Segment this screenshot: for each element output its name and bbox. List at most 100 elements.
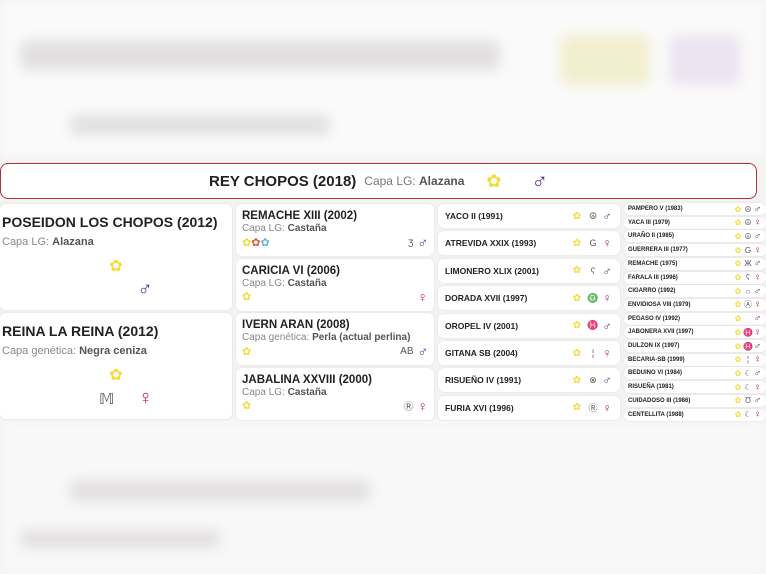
- brand-mark-icon: AB: [400, 345, 414, 357]
- pedigree-card[interactable]: FARALA III (1996) ✿ ʕ ♀: [624, 271, 766, 284]
- pedigree-card[interactable]: LIMONERO XLIX (2001) ✿ ʕ ♂: [438, 258, 620, 283]
- medal-icon: ✿: [242, 291, 252, 303]
- coat-label: Capa genética:: [2, 345, 76, 357]
- pedigree-card[interactable]: CIGARRO (1992) ✿ ○ ♂: [624, 285, 766, 298]
- pedigree-card[interactable]: OROPEL IV (2001) ✿ ♓ ♂: [438, 313, 620, 338]
- brand-mark-icon: Ⓡ: [403, 402, 414, 413]
- brand-mark-icon: G: [744, 245, 752, 255]
- horse-name: FARALA III (1996): [628, 274, 678, 281]
- pedigree-card[interactable]: BEDUINO VI (1984) ✿ ☾ ♂: [624, 367, 766, 380]
- pedigree-card[interactable]: JABONERA XVII (1997) ✿ ♓ ♀: [624, 326, 766, 339]
- blurred-footer-area: [0, 420, 766, 574]
- pedigree-card[interactable]: IVERN ARAN (2008) Capa genética: Perla (…: [236, 313, 434, 365]
- medal-icon: ✿: [242, 236, 252, 249]
- horse-name: YACO II (1991): [445, 211, 503, 221]
- medal-icon: ✿: [242, 345, 252, 358]
- brand-mark-icon: 𝕄: [99, 391, 115, 408]
- sex-icon: ♂: [417, 343, 429, 359]
- medal-icon: ✿: [486, 170, 502, 191]
- coat-value: Castaña: [287, 277, 327, 289]
- sex-icon: ♂: [753, 230, 762, 242]
- medal-icon: ✿: [734, 204, 742, 214]
- horse-name: GITANA SB (2004): [445, 348, 518, 358]
- medal-icon: ✿: [572, 237, 582, 249]
- medal-icon: ✿: [734, 218, 742, 228]
- sex-icon: ♂: [753, 258, 762, 270]
- subject-horse-header[interactable]: REY CHOPOS (2018) Capa LG: Alazana ✿ ♂: [0, 163, 757, 199]
- coat-value: Negra ceniza: [79, 345, 147, 357]
- pedigree-card[interactable]: RISUEÑA (1981) ✿ ☾ ♀: [624, 381, 766, 394]
- sex-icon: ♀: [602, 346, 612, 360]
- pedigree-card[interactable]: REMACHE (1975) ✿ Ж ♂: [624, 257, 766, 270]
- sex-icon: ♀: [602, 291, 612, 306]
- horse-name: REMACHE (1975): [628, 260, 678, 267]
- sex-icon: ♂: [417, 234, 429, 250]
- brand-mark-icon: Ⓡ: [588, 403, 598, 414]
- pedigree-card[interactable]: URAÑO II (1985) ✿ ☮ ♂: [624, 230, 766, 243]
- pedigree-card[interactable]: RISUEÑO IV (1991) ✿ ⊗ ♂: [438, 368, 620, 393]
- pedigree-card[interactable]: DORADA XVII (1997) ✿ ♎ ♀: [438, 286, 620, 311]
- sex-icon: ♀: [753, 299, 762, 311]
- coat-label: Capa LG:: [364, 174, 416, 188]
- sex-icon: ♂: [753, 313, 762, 325]
- pedigree-card[interactable]: REINA LA REINA (2012) Capa genética: Neg…: [0, 313, 232, 419]
- sex-icon: ♀: [602, 236, 612, 251]
- coat-label: Capa LG:: [242, 223, 285, 234]
- pedigree-card[interactable]: ATREVIDA XXIX (1993) ✿ G ♀: [438, 231, 620, 256]
- brand-mark-icon: ☮: [744, 204, 752, 214]
- pedigree-card[interactable]: GUERRERA III (1977) ✿ G ♀: [624, 244, 766, 257]
- pedigree-card[interactable]: PEGASO IV (1992) ✿ ♂: [624, 312, 766, 325]
- sex-icon: ♀: [753, 244, 762, 256]
- brand-mark-icon: ☾: [744, 382, 752, 392]
- medal-icon: ✿: [734, 327, 742, 337]
- subject-name: REY CHOPOS (2018): [209, 172, 357, 190]
- brand-mark-icon: ☮: [744, 231, 752, 241]
- medal-icon: ✿: [734, 245, 742, 255]
- horse-name: PEGASO IV (1992): [628, 315, 681, 322]
- horse-name: JABONERA XVII (1997): [628, 329, 694, 336]
- horse-name: URAÑO II (1985): [628, 233, 675, 240]
- blurred-header-area: [0, 0, 766, 158]
- medal-icon: ✿: [734, 355, 742, 365]
- sex-icon: ♀: [602, 400, 612, 415]
- pedigree-card[interactable]: ENVIDIOSA VIII (1979) ✿ Ⓐ ♀: [624, 298, 766, 311]
- pedigree-card[interactable]: YACA III (1979) ✿ ☮ ♀: [624, 216, 766, 229]
- coat-label: Capa LG:: [2, 236, 50, 248]
- pedigree-card[interactable]: FURIA XVI (1996) ✿ Ⓡ ♀: [438, 395, 620, 420]
- medal-icon: ✿: [734, 368, 742, 378]
- medal-icon: ✿: [734, 382, 742, 392]
- pedigree-card[interactable]: REMACHE XIII (2002) Capa LG: Castaña ✿ ✿ ✿…: [236, 204, 434, 256]
- pedigree-card[interactable]: CUIDADOSO III (1986) ✿ Ʊ ♂: [624, 394, 766, 407]
- brand-mark-icon: ʒ: [408, 236, 414, 248]
- sex-icon: ♂: [753, 395, 762, 407]
- pedigree-card[interactable]: POSEIDON LOS CHOPOS (2012) Capa LG: Alaz…: [0, 204, 232, 310]
- horse-name: ATREVIDA XXIX (1993): [445, 238, 537, 249]
- sex-icon: ♂: [602, 373, 612, 388]
- brand-mark-icon: Ж: [744, 259, 752, 269]
- pedigree-card[interactable]: YACO II (1991) ✿ ☮ ♂: [438, 204, 620, 228]
- brand-mark-icon: G: [589, 238, 597, 249]
- pedigree-card[interactable]: CENTELLITA (1988) ✿ ☾ ♀: [624, 408, 766, 421]
- medal-icon: ✿: [572, 320, 582, 332]
- medal-icon: ✿: [734, 231, 742, 241]
- coat-value: Perla (actual perlina): [312, 332, 411, 343]
- coat-value: Alazana: [419, 174, 465, 188]
- pedigree-card[interactable]: GITANA SB (2004) ✿ ¦ ♀: [438, 341, 620, 365]
- horse-name: OROPEL IV (2001): [445, 320, 519, 331]
- pedigree-card[interactable]: JABALINA XXVIII (2000) Capa LG: Castaña …: [236, 367, 434, 420]
- horse-name: IVERN ARAN (2008): [242, 319, 350, 331]
- medal-icon: ✿: [109, 258, 123, 275]
- brand-mark-icon: ʕ: [590, 265, 596, 276]
- sex-icon: ♀: [753, 354, 762, 366]
- male-icon: ♂: [531, 168, 548, 193]
- pedigree-card[interactable]: PAMPERO V (1983) ✿ ☮ ♂: [624, 203, 766, 215]
- sex-icon: ♀: [753, 272, 762, 283]
- medal-icon: ✿: [572, 347, 582, 359]
- pedigree-card[interactable]: CARICIA VI (2006) Capa LG: Castaña ✿ ♀: [236, 258, 434, 311]
- sex-icon: ♂: [137, 278, 153, 300]
- sex-icon: ♀: [753, 381, 762, 393]
- sex-icon: ♂: [602, 318, 612, 333]
- coat-value: Castaña: [287, 386, 327, 398]
- pedigree-card[interactable]: BECARIA-SB (1999) ✿ ¦ ♀: [624, 353, 766, 366]
- pedigree-card[interactable]: DULZON IX (1997) ✿ ♓ ♂: [624, 340, 766, 352]
